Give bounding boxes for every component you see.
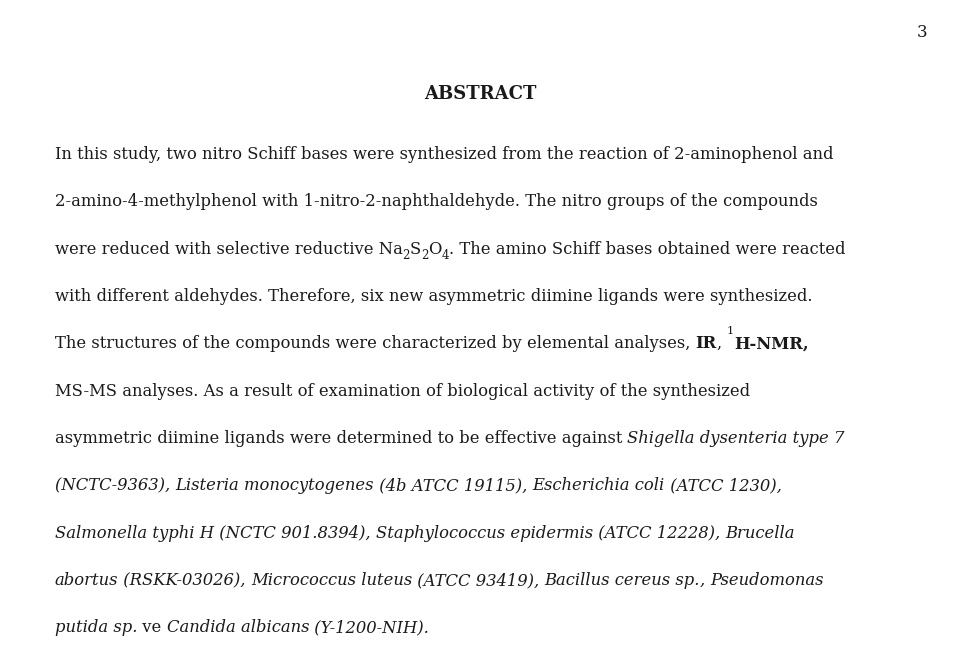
Text: Micrococcus luteus: Micrococcus luteus xyxy=(251,572,412,589)
Text: 2: 2 xyxy=(402,249,410,262)
Text: Brucella: Brucella xyxy=(725,524,795,542)
Text: (NCTC 901.8394),: (NCTC 901.8394), xyxy=(214,524,375,542)
Text: H-NMR,: H-NMR, xyxy=(734,335,808,352)
Text: 4: 4 xyxy=(442,249,449,262)
Text: Pseudomonas: Pseudomonas xyxy=(710,572,825,589)
Text: ,: , xyxy=(700,572,710,589)
Text: with different aldehydes. Therefore, six new asymmetric diimine ligands were syn: with different aldehydes. Therefore, six… xyxy=(55,288,812,305)
Text: asymmetric diimine ligands were determined to be effective against: asymmetric diimine ligands were determin… xyxy=(55,430,627,447)
Text: Escherichia coli: Escherichia coli xyxy=(533,477,664,495)
Text: Salmonella typhi H: Salmonella typhi H xyxy=(55,524,214,542)
Text: . The amino Schiff bases obtained were reacted: . The amino Schiff bases obtained were r… xyxy=(449,240,846,258)
Text: (NCTC-9363),: (NCTC-9363), xyxy=(55,477,176,495)
Text: O: O xyxy=(428,240,442,258)
Text: (ATCC 93419),: (ATCC 93419), xyxy=(412,572,544,589)
Text: were reduced with selective reductive Na: were reduced with selective reductive Na xyxy=(55,240,402,258)
Text: Listeria monocytogenes: Listeria monocytogenes xyxy=(176,477,373,495)
Text: In this study, two nitro Schiff bases were synthesized from the reaction of 2-am: In this study, two nitro Schiff bases we… xyxy=(55,146,833,163)
Text: Shigella dysenteria type 7: Shigella dysenteria type 7 xyxy=(627,430,845,447)
Text: ,: , xyxy=(716,335,727,352)
Text: (ATCC 12228),: (ATCC 12228), xyxy=(592,524,725,542)
Text: (RSKK-03026),: (RSKK-03026), xyxy=(118,572,251,589)
Text: Bacillus cereus sp.: Bacillus cereus sp. xyxy=(544,572,700,589)
Text: 2-amino-4-methylphenol with 1-nitro-2-naphthaldehyde. The nitro groups of the co: 2-amino-4-methylphenol with 1-nitro-2-na… xyxy=(55,193,818,211)
Text: 3: 3 xyxy=(917,24,927,41)
Text: S: S xyxy=(410,240,421,258)
Text: 1: 1 xyxy=(727,326,734,336)
Text: Candida albicans: Candida albicans xyxy=(167,619,309,636)
Text: putida sp.: putida sp. xyxy=(55,619,137,636)
Text: ABSTRACT: ABSTRACT xyxy=(423,85,537,103)
Text: (ATCC 1230),: (ATCC 1230), xyxy=(664,477,781,495)
Text: (Y-1200-NIH).: (Y-1200-NIH). xyxy=(309,619,429,636)
Text: IR: IR xyxy=(695,335,716,352)
Text: The structures of the compounds were characterized by elemental analyses,: The structures of the compounds were cha… xyxy=(55,335,695,352)
Text: (4b ATCC 19115),: (4b ATCC 19115), xyxy=(373,477,533,495)
Text: abortus: abortus xyxy=(55,572,118,589)
Text: Staphylococcus epidermis: Staphylococcus epidermis xyxy=(375,524,592,542)
Text: ve: ve xyxy=(137,619,167,636)
Text: MS-MS analyses. As a result of examination of biological activity of the synthes: MS-MS analyses. As a result of examinati… xyxy=(55,383,750,400)
Text: 2: 2 xyxy=(421,249,428,262)
